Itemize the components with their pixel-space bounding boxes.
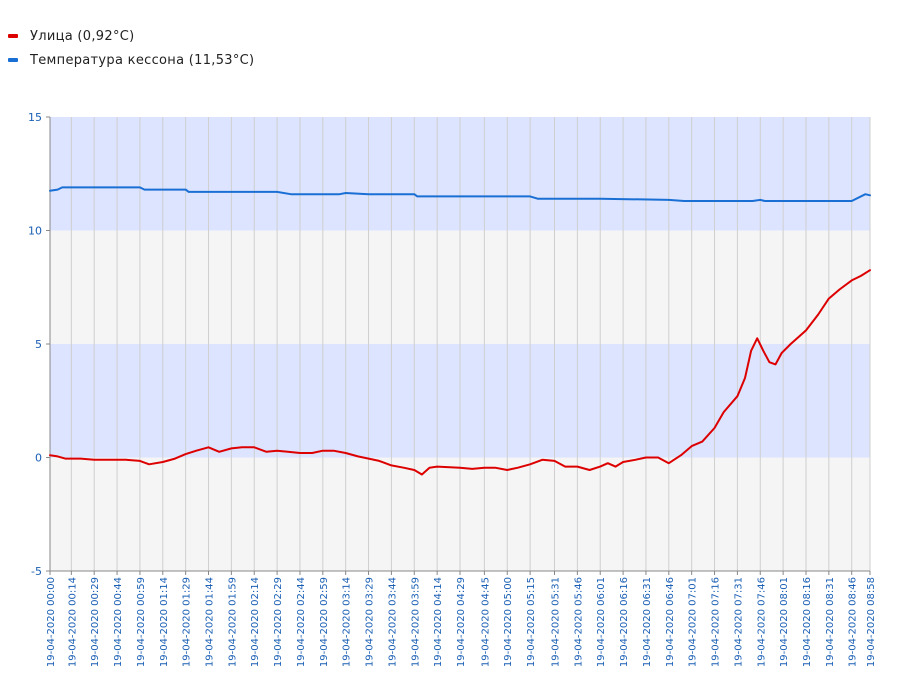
y-tick-label: -5 [31, 565, 42, 578]
legend-swatch-street [8, 34, 18, 38]
x-tick-label: 19-04-2020 08:01 [779, 577, 790, 667]
x-tick-label: 19-04-2020 02:44 [296, 577, 307, 667]
x-tick-label: 19-04-2020 07:16 [711, 577, 722, 667]
x-tick-label: 19-04-2020 00:14 [67, 577, 78, 667]
x-tick-label: 19-04-2020 04:45 [480, 577, 491, 667]
y-tick-label: 5 [35, 338, 42, 351]
x-tick-label: 19-04-2020 07:46 [756, 577, 767, 667]
x-tick-label: 19-04-2020 03:29 [365, 577, 376, 667]
x-tick-label: 19-04-2020 05:31 [550, 577, 561, 667]
y-tick-label: 10 [28, 225, 42, 238]
x-tick-label: 19-04-2020 00:29 [90, 577, 101, 667]
x-tick-label: 19-04-2020 02:29 [273, 577, 284, 667]
x-tick-label: 19-04-2020 00:44 [113, 577, 124, 667]
x-tick-label: 19-04-2020 00:00 [46, 577, 57, 667]
x-tick-label: 19-04-2020 01:44 [205, 577, 216, 667]
x-tick-label: 19-04-2020 05:46 [573, 577, 584, 667]
x-tick-label: 19-04-2020 06:16 [619, 577, 630, 667]
x-tick-label: 19-04-2020 03:44 [387, 577, 398, 667]
y-tick-label: 15 [28, 111, 42, 124]
legend-item-street: Улица (0,92°C) [8, 24, 254, 48]
x-tick-label: 19-04-2020 08:46 [848, 577, 859, 667]
legend-item-caisson: Температура кессона (11,53°C) [8, 48, 254, 72]
x-tick-label: 19-04-2020 04:14 [433, 577, 444, 667]
x-tick-label: 19-04-2020 02:14 [250, 577, 261, 667]
legend-label-street: Улица (0,92°C) [30, 28, 135, 44]
x-tick-label: 19-04-2020 04:29 [456, 577, 467, 667]
series-line-caisson [49, 186, 871, 202]
x-tick-label: 19-04-2020 01:59 [227, 577, 238, 667]
x-tick-label: 19-04-2020 05:00 [503, 577, 514, 667]
x-tick-label: 19-04-2020 06:31 [642, 577, 653, 667]
x-tick-label: 19-04-2020 08:58 [866, 577, 877, 667]
legend-swatch-caisson [8, 58, 18, 62]
x-tick-label: 19-04-2020 03:14 [342, 577, 353, 667]
x-tick-label: 19-04-2020 08:16 [802, 577, 813, 667]
x-tick-label: 19-04-2020 07:31 [733, 577, 744, 667]
x-tick-label: 19-04-2020 01:29 [182, 577, 193, 667]
x-tick-label: 19-04-2020 02:59 [319, 577, 330, 667]
x-tick-label: 19-04-2020 06:01 [596, 577, 607, 667]
y-tick-label: 0 [35, 452, 42, 465]
legend-label-caisson: Температура кессона (11,53°C) [30, 52, 255, 68]
series-line-street [49, 269, 871, 476]
x-tick-label: 19-04-2020 08:31 [825, 577, 836, 667]
x-tick-label: 19-04-2020 01:14 [159, 577, 170, 667]
x-tick-label: 19-04-2020 07:01 [688, 577, 699, 667]
x-tick-label: 19-04-2020 06:46 [665, 577, 676, 667]
x-tick-label: 19-04-2020 00:59 [136, 577, 147, 667]
chart-legend: Улица (0,92°C) Температура кессона (11,5… [8, 24, 254, 72]
x-tick-label: 19-04-2020 03:59 [410, 577, 421, 667]
x-tick-label: 19-04-2020 05:15 [526, 577, 537, 667]
